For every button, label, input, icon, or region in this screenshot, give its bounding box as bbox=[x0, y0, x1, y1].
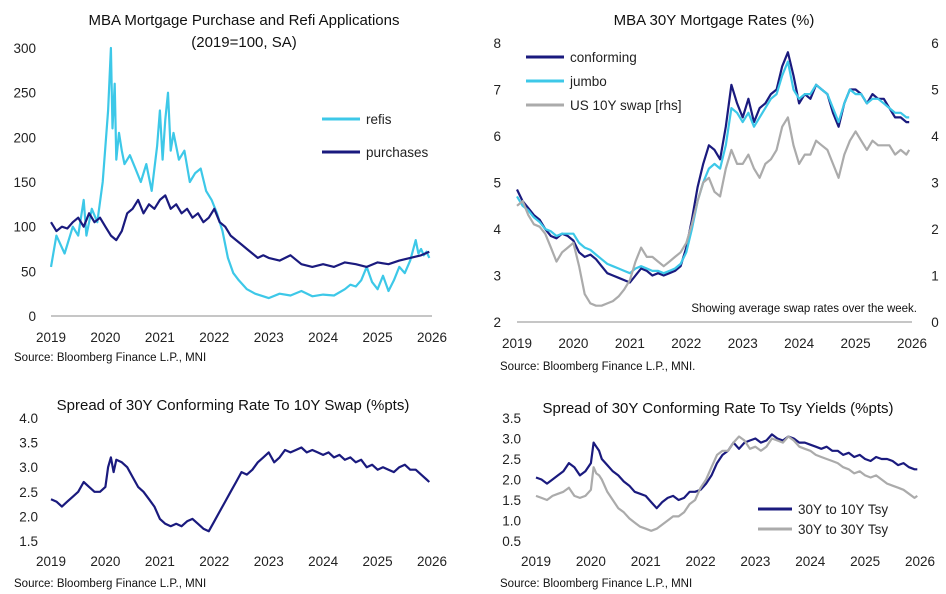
y-tick-label: 5 bbox=[493, 176, 501, 191]
x-tick-label: 2020 bbox=[576, 554, 606, 569]
x-tick-label: 2021 bbox=[631, 554, 661, 569]
chart-panel-tsy-spread: Spread of 30Y Conforming Rate To Tsy Yie… bbox=[470, 375, 946, 594]
legend-label: jumbo bbox=[569, 74, 607, 89]
chart-source: Source: Bloomberg Finance L.P., MNI bbox=[500, 578, 692, 590]
legend-label: US 10Y swap [rhs] bbox=[570, 98, 682, 113]
x-tick-label: 2025 bbox=[363, 554, 393, 569]
x-tick-label: 2024 bbox=[795, 554, 826, 569]
x-tick-label: 2023 bbox=[740, 554, 770, 569]
applications-chart: MBA Mortgage Purchase and Refi Applicati… bbox=[13, 12, 447, 364]
y-tick-label: 3.5 bbox=[502, 411, 521, 426]
mortgage-rates-chart: MBA 30Y Mortgage Rates (%) 2 3 4 5 6 7 8 0 1 2 3 4 5… bbox=[493, 12, 939, 373]
x-tick-label: 2022 bbox=[199, 330, 229, 345]
x-tick-label: 2024 bbox=[784, 336, 815, 351]
series-line-jumbo bbox=[516, 60, 910, 275]
y-tick-label: 1.0 bbox=[502, 514, 521, 529]
y-tick-label: 0.5 bbox=[502, 534, 521, 549]
y-tick-label: 3.5 bbox=[19, 436, 38, 451]
y-tick-label: 6 bbox=[493, 129, 501, 144]
series-line-us-10y-swap-rhs bbox=[516, 116, 911, 307]
x-tick-label: 2026 bbox=[417, 554, 447, 569]
series-line-30y-to-30y-tsy bbox=[535, 435, 918, 532]
chart-source: Source: Bloomberg Finance L.P., MNI bbox=[14, 352, 206, 364]
series-line-refis bbox=[49, 46, 431, 300]
y-tick-label: 2.0 bbox=[19, 509, 38, 524]
y-tick-label: 2.0 bbox=[502, 473, 521, 488]
y-right-tick-label: 2 bbox=[931, 222, 939, 237]
x-tick-label: 2023 bbox=[254, 554, 284, 569]
y-tick-label: 1.5 bbox=[502, 493, 521, 508]
legend-label: refis bbox=[366, 112, 392, 127]
legend-label: 30Y to 30Y Tsy bbox=[798, 522, 888, 537]
y-tick-label: 2.5 bbox=[502, 452, 521, 467]
y-tick-label: 100 bbox=[13, 220, 36, 235]
y-tick-label: 8 bbox=[493, 36, 501, 51]
x-tick-label: 2025 bbox=[841, 336, 871, 351]
x-tick-label: 2024 bbox=[308, 554, 339, 569]
series-line-purchases bbox=[50, 194, 430, 268]
x-tick-label: 2026 bbox=[905, 554, 935, 569]
chart-title: MBA 30Y Mortgage Rates (%) bbox=[614, 12, 815, 29]
x-tick-label: 2019 bbox=[36, 330, 66, 345]
x-tick-label: 2020 bbox=[90, 554, 120, 569]
chart-source: Source: Bloomberg Finance L.P., MNI bbox=[14, 578, 206, 590]
x-tick-label: 2022 bbox=[671, 336, 701, 351]
y-tick-label: 3 bbox=[493, 269, 501, 284]
y-tick-label: 250 bbox=[13, 86, 36, 101]
legend-label: purchases bbox=[366, 145, 429, 160]
y-tick-label: 150 bbox=[13, 175, 36, 190]
x-tick-label: 2020 bbox=[558, 336, 588, 351]
y-tick-label: 3.0 bbox=[19, 460, 38, 475]
y-tick-label: 50 bbox=[21, 264, 36, 279]
x-tick-label: 2021 bbox=[145, 330, 175, 345]
x-tick-label: 2023 bbox=[728, 336, 758, 351]
x-tick-label: 2023 bbox=[254, 330, 284, 345]
x-tick-label: 2019 bbox=[502, 336, 532, 351]
y-tick-label: 0 bbox=[28, 309, 36, 324]
chart-title: MBA Mortgage Purchase and Refi Applicati… bbox=[88, 12, 399, 29]
legend-label: conforming bbox=[570, 50, 637, 65]
x-tick-label: 2022 bbox=[686, 554, 716, 569]
x-tick-label: 2021 bbox=[615, 336, 645, 351]
y-right-tick-label: 0 bbox=[931, 315, 939, 330]
y-tick-label: 4.0 bbox=[19, 411, 38, 426]
y-right-tick-label: 4 bbox=[931, 129, 939, 144]
tsy-spread-chart: Spread of 30Y Conforming Rate To Tsy Yie… bbox=[500, 400, 935, 590]
x-tick-label: 2020 bbox=[90, 330, 120, 345]
y-tick-label: 1.5 bbox=[19, 534, 38, 549]
chart-note: Showing average swap rates over the week… bbox=[691, 303, 917, 315]
chart-panel-applications: MBA Mortgage Purchase and Refi Applicati… bbox=[0, 0, 470, 375]
chart-panel-mortgage-rates: MBA 30Y Mortgage Rates (%) 2 3 4 5 6 7 8 0 1 2 3 4 5… bbox=[470, 0, 946, 375]
series-line-30y-to-10y-tsy bbox=[535, 433, 918, 510]
y-right-tick-label: 6 bbox=[931, 36, 939, 51]
swap-spread-chart: Spread of 30Y Conforming Rate To 10Y Swa… bbox=[14, 397, 447, 590]
chart-title: Spread of 30Y Conforming Rate To 10Y Swa… bbox=[57, 397, 410, 414]
x-tick-label: 2019 bbox=[36, 554, 66, 569]
chart-subtitle: (2019=100, SA) bbox=[191, 34, 297, 51]
x-tick-label: 2021 bbox=[145, 554, 175, 569]
x-tick-label: 2019 bbox=[521, 554, 551, 569]
y-tick-label: 300 bbox=[13, 41, 36, 56]
y-tick-label: 3.0 bbox=[502, 432, 521, 447]
y-tick-label: 4 bbox=[493, 222, 501, 237]
chart-panel-swap-spread: Spread of 30Y Conforming Rate To 10Y Swa… bbox=[0, 375, 470, 594]
y-right-tick-label: 3 bbox=[931, 176, 939, 191]
y-tick-label: 2 bbox=[493, 315, 501, 330]
y-tick-label: 2.5 bbox=[19, 485, 38, 500]
x-tick-label: 2024 bbox=[308, 330, 339, 345]
y-tick-label: 7 bbox=[493, 83, 501, 98]
x-tick-label: 2025 bbox=[363, 330, 393, 345]
x-tick-label: 2022 bbox=[199, 554, 229, 569]
x-tick-label: 2025 bbox=[850, 554, 880, 569]
chart-title: Spread of 30Y Conforming Rate To Tsy Yie… bbox=[542, 400, 893, 417]
y-right-tick-label: 1 bbox=[931, 269, 939, 284]
series-line bbox=[50, 446, 431, 533]
y-right-tick-label: 5 bbox=[931, 83, 939, 98]
x-tick-label: 2026 bbox=[897, 336, 927, 351]
y-tick-label: 200 bbox=[13, 130, 36, 145]
x-tick-label: 2026 bbox=[417, 330, 447, 345]
legend-label: 30Y to 10Y Tsy bbox=[798, 502, 888, 517]
chart-source: Source: Bloomberg Finance L.P., MNI. bbox=[500, 361, 695, 373]
